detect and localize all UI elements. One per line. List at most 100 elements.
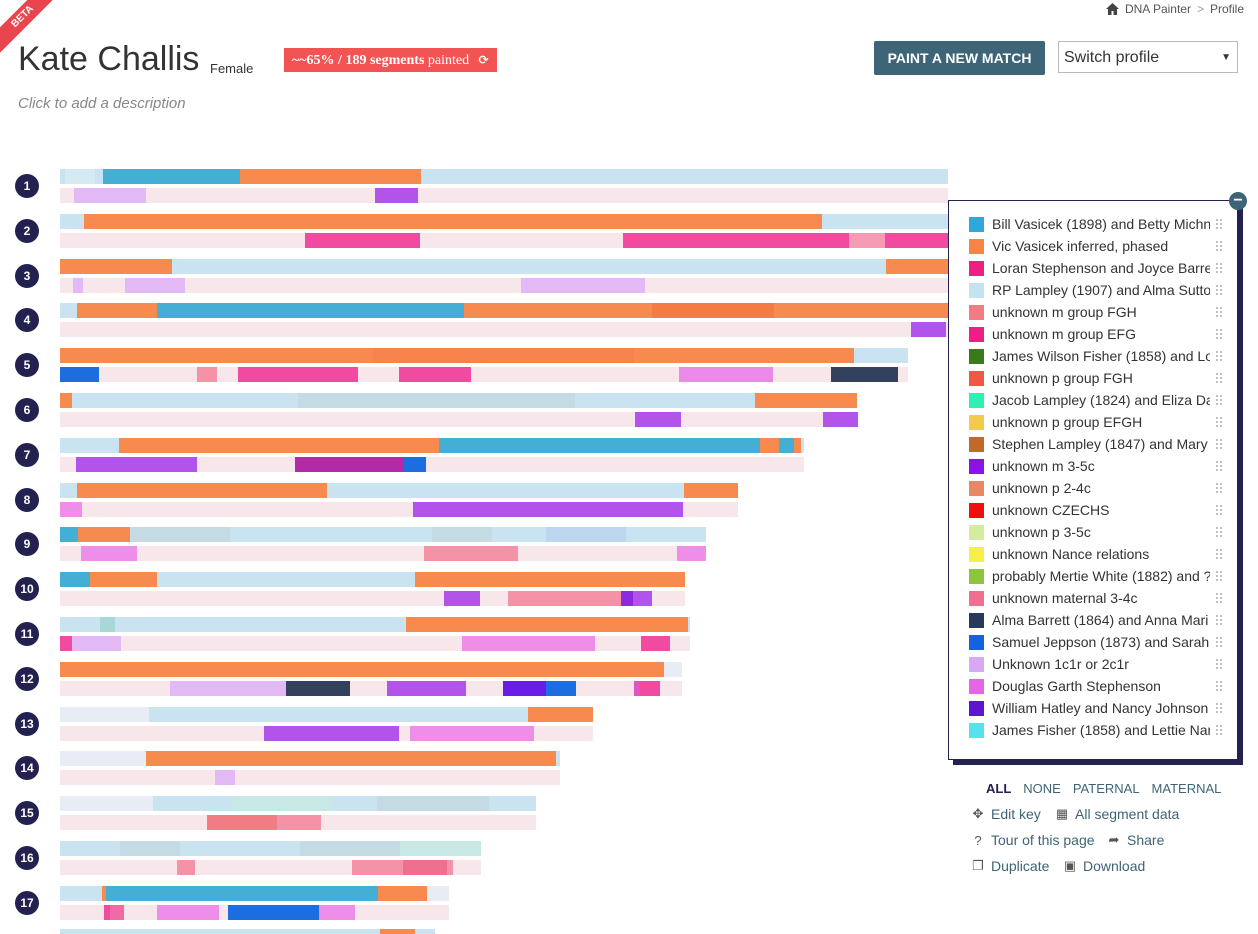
paternal-chromosome-bar[interactable] <box>60 796 536 811</box>
paternal-chromosome-bar[interactable] <box>60 348 908 363</box>
painted-segment[interactable] <box>373 348 634 363</box>
paternal-chromosome-bar[interactable] <box>60 662 682 677</box>
maternal-chromosome-bar[interactable] <box>60 457 804 472</box>
maternal-chromosome-bar[interactable] <box>60 726 593 741</box>
legend-item[interactable]: unknown p group EFGH <box>969 411 1231 433</box>
painted-segment[interactable] <box>575 393 755 408</box>
painted-segment[interactable] <box>403 860 447 875</box>
painted-segment[interactable] <box>635 412 681 427</box>
legend-item[interactable]: unknown p group FGH <box>969 367 1231 389</box>
painted-segment[interactable] <box>74 188 146 203</box>
maternal-chromosome-bar[interactable] <box>60 367 908 382</box>
painted-segment[interactable] <box>84 214 822 229</box>
painted-segment[interactable] <box>640 681 660 696</box>
painted-segment[interactable] <box>820 233 849 248</box>
paternal-chromosome-bar[interactable] <box>60 527 706 542</box>
painted-segment[interactable] <box>623 233 820 248</box>
painted-segment[interactable] <box>60 348 373 363</box>
painted-segment[interactable] <box>157 905 219 920</box>
drag-handle-icon[interactable] <box>1215 636 1223 648</box>
painted-segment[interactable] <box>546 527 626 542</box>
share-link[interactable]: ➦ Share <box>1107 832 1165 848</box>
paternal-chromosome-bar[interactable] <box>60 393 857 408</box>
paternal-chromosome-bar[interactable] <box>60 483 738 498</box>
painted-segment[interactable] <box>503 681 546 696</box>
legend-item[interactable]: unknown m group FGH <box>969 301 1231 323</box>
maternal-chromosome-bar[interactable] <box>60 546 706 561</box>
painted-segment[interactable] <box>886 259 948 274</box>
painted-segment[interactable] <box>102 886 106 901</box>
painted-segment[interactable] <box>115 617 405 632</box>
painted-segment[interactable] <box>264 726 399 741</box>
painted-segment[interactable] <box>104 905 110 920</box>
maternal-chromosome-bar[interactable] <box>60 278 948 293</box>
legend-item[interactable]: unknown Nance relations <box>969 543 1231 565</box>
painted-segment[interactable] <box>170 681 286 696</box>
painted-segment[interactable] <box>78 527 130 542</box>
paternal-chromosome-bar[interactable] <box>60 841 481 856</box>
painted-segment[interactable] <box>380 929 415 934</box>
drag-handle-icon[interactable] <box>1215 504 1223 516</box>
maternal-chromosome-bar[interactable] <box>60 412 858 427</box>
drag-handle-icon[interactable] <box>1215 482 1223 494</box>
painted-segment[interactable] <box>277 815 321 830</box>
painted-segment[interactable] <box>403 457 426 472</box>
painted-segment[interactable] <box>633 591 652 606</box>
painted-segment[interactable] <box>432 527 492 542</box>
painted-segment[interactable] <box>90 572 157 587</box>
paternal-chromosome-bar[interactable] <box>60 929 435 934</box>
drag-handle-icon[interactable] <box>1215 218 1223 230</box>
painted-segment[interactable] <box>331 796 377 811</box>
painted-segment[interactable] <box>634 681 640 696</box>
profile-name[interactable]: Kate Challis <box>18 40 200 78</box>
edit-key-link[interactable]: ✥ Edit key <box>971 806 1041 822</box>
tour-link[interactable]: ? Tour of this page <box>971 832 1094 848</box>
painted-segment[interactable] <box>300 841 400 856</box>
drag-handle-icon[interactable] <box>1215 680 1223 692</box>
painted-segment[interactable] <box>207 815 277 830</box>
painted-segment[interactable] <box>760 438 779 453</box>
painted-segment[interactable] <box>399 367 471 382</box>
drag-handle-icon[interactable] <box>1215 460 1223 472</box>
painted-segment[interactable] <box>180 841 300 856</box>
painted-segment[interactable] <box>421 169 948 184</box>
painted-segment[interactable] <box>664 662 682 677</box>
painted-segment[interactable] <box>72 393 298 408</box>
painted-segment[interactable] <box>444 591 480 606</box>
maternal-chromosome-bar[interactable] <box>60 681 682 696</box>
paternal-chromosome-bar[interactable] <box>60 617 690 632</box>
painted-segment[interactable] <box>779 438 794 453</box>
painted-segment[interactable] <box>464 303 652 318</box>
painted-segment[interactable] <box>72 636 121 651</box>
painted-segment[interactable] <box>854 348 904 363</box>
painted-segment[interactable] <box>60 527 78 542</box>
maternal-chromosome-bar[interactable] <box>60 636 690 651</box>
painted-segment[interactable] <box>157 303 464 318</box>
paternal-chromosome-bar[interactable] <box>60 214 948 229</box>
painted-status-badge[interactable]: ~~65% / 189 segments painted ⟳ <box>284 48 497 72</box>
painted-segment[interactable] <box>684 483 738 498</box>
paternal-chromosome-bar[interactable] <box>60 751 560 766</box>
drag-handle-icon[interactable] <box>1215 724 1223 736</box>
painted-segment[interactable] <box>406 617 688 632</box>
painted-segment[interactable] <box>387 681 466 696</box>
drag-handle-icon[interactable] <box>1215 416 1223 428</box>
legend-item[interactable]: RP Lampley (1907) and Alma Sutton <box>969 279 1231 301</box>
painted-segment[interactable] <box>60 367 99 382</box>
maternal-chromosome-bar[interactable] <box>60 233 948 248</box>
paternal-chromosome-bar[interactable] <box>60 707 593 722</box>
painted-segment[interactable] <box>103 169 240 184</box>
drag-handle-icon[interactable] <box>1215 262 1223 274</box>
paternal-chromosome-bar[interactable] <box>60 303 948 318</box>
painted-segment[interactable] <box>492 527 546 542</box>
painted-segment[interactable] <box>125 278 185 293</box>
painted-segment[interactable] <box>76 457 197 472</box>
painted-segment[interactable] <box>60 886 102 901</box>
painted-segment[interactable] <box>60 393 72 408</box>
painted-segment[interactable] <box>60 483 77 498</box>
paternal-chromosome-bar[interactable] <box>60 259 948 274</box>
filter-maternal[interactable]: MATERNAL <box>1151 781 1222 796</box>
painted-segment[interactable] <box>119 438 439 453</box>
drag-handle-icon[interactable] <box>1215 394 1223 406</box>
painted-segment[interactable] <box>149 707 528 722</box>
